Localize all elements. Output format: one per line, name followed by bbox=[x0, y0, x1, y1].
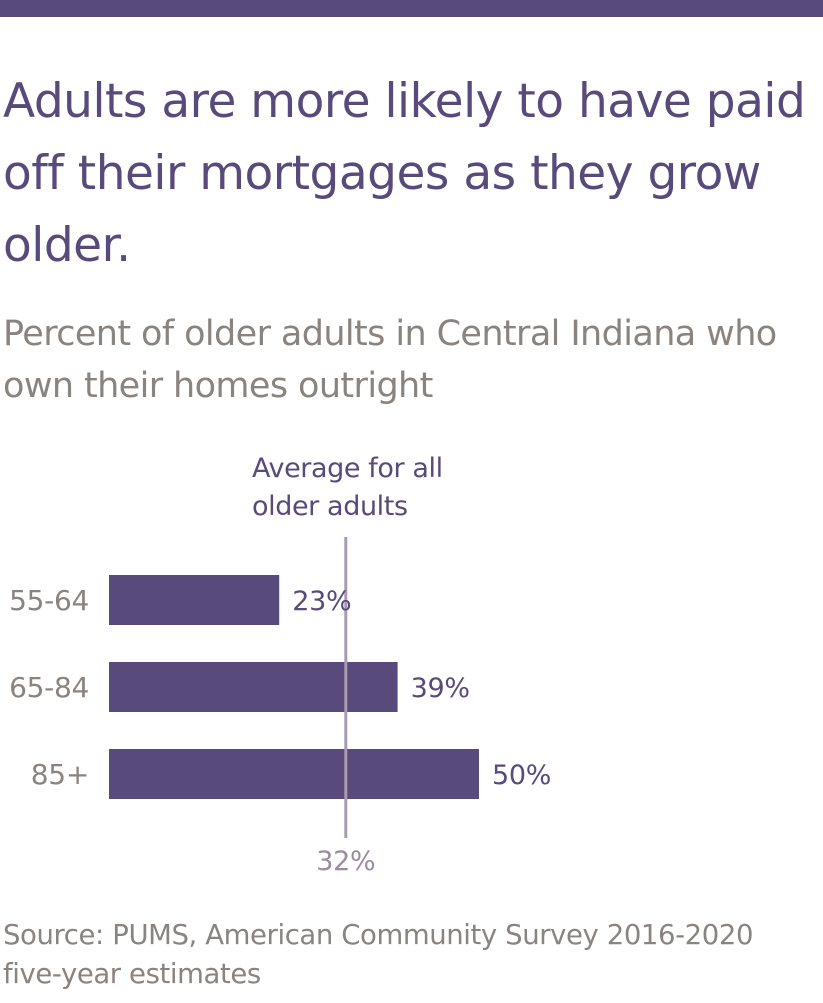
value-label-65-84: 39% bbox=[411, 673, 470, 704]
accent-top-bar bbox=[0, 0, 823, 17]
category-label-85plus: 85+ bbox=[31, 758, 89, 791]
labels-group: 55-64 23% 65-84 39% 85+ 50% Average for all old… bbox=[9, 453, 551, 877]
source-note: Source: PUMS, American Community Survey … bbox=[3, 919, 754, 990]
page-title: Adults are more likely to have paid off … bbox=[3, 74, 806, 273]
bars-group bbox=[109, 575, 479, 799]
average-value-label: 32% bbox=[316, 846, 375, 877]
bar-85plus bbox=[109, 749, 479, 799]
value-label-85plus: 50% bbox=[492, 760, 551, 791]
average-label-line-2: older adults bbox=[252, 491, 408, 522]
category-label-55-64: 55-64 bbox=[9, 584, 89, 617]
chart-subtitle: Percent of older adults in Central India… bbox=[3, 314, 777, 406]
value-label-55-64: 23% bbox=[292, 586, 351, 617]
average-label-line-1: Average for all bbox=[252, 453, 443, 484]
bar-55-64 bbox=[109, 575, 280, 625]
category-label-65-84: 65-84 bbox=[9, 671, 89, 704]
bar-65-84 bbox=[109, 662, 398, 712]
